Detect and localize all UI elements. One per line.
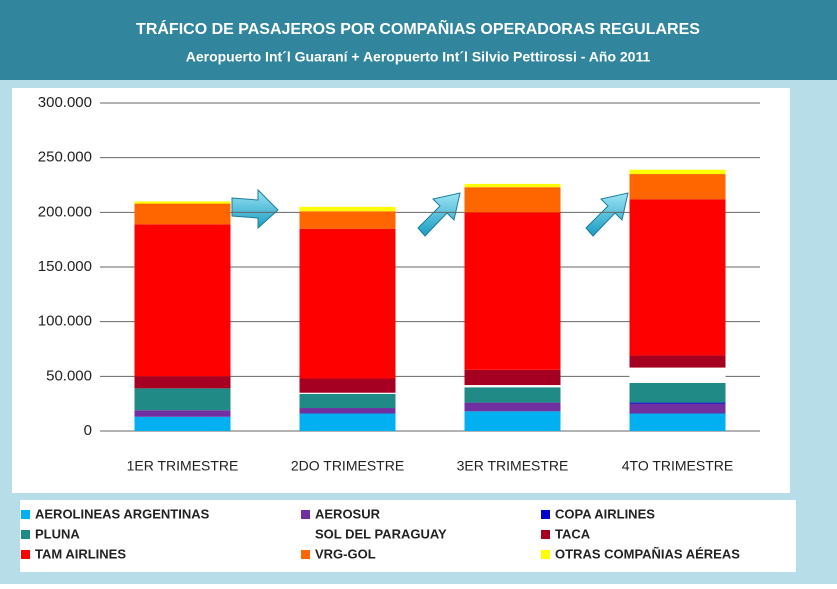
legend-swatch: [21, 510, 30, 519]
x-tick-label: 1ER TRIMESTRE: [127, 458, 239, 474]
bar-segment: [464, 402, 561, 412]
bar-segment: [134, 376, 231, 389]
legend-swatch: [21, 530, 30, 539]
bar-segment: [134, 410, 231, 417]
bar-segment: [464, 183, 561, 188]
legend-label: VRG-GOL: [315, 546, 376, 561]
y-tick-label: 50.000: [46, 367, 92, 384]
bar-segment: [134, 388, 231, 411]
bar-segment: [299, 211, 396, 229]
bar-segment: [464, 369, 561, 386]
x-tick-label: 3ER TRIMESTRE: [457, 458, 569, 474]
legend-swatch: [301, 510, 310, 519]
chart-title: TRÁFICO DE PASAJEROS POR COMPAÑIAS OPERA…: [136, 18, 700, 38]
legend-label: SOL DEL PARAGUAY: [315, 526, 447, 541]
arrow: [231, 188, 279, 230]
bar-segment: [134, 224, 231, 377]
legend-box: [20, 500, 796, 572]
y-tick-label: 200.000: [38, 203, 92, 220]
arrow: [585, 192, 629, 237]
bar-segment: [464, 187, 561, 213]
bar-segment: [299, 408, 396, 414]
legend-label: COPA AIRLINES: [555, 506, 655, 521]
bar-segment: [629, 402, 726, 404]
title-banner: [0, 0, 837, 80]
y-tick-label: 100.000: [38, 313, 92, 330]
bar-segment: [134, 203, 231, 225]
legend-swatch: [301, 530, 310, 539]
bar-segment: [299, 393, 396, 409]
bar-segment: [134, 416, 231, 431]
bar-segment: [629, 174, 726, 200]
bar-segment: [629, 169, 726, 175]
arrow: [417, 192, 461, 237]
legend-swatch: [541, 530, 550, 539]
legend-label: TACA: [555, 526, 591, 541]
y-tick-label: 250.000: [38, 149, 92, 166]
legend-swatch: [541, 550, 550, 559]
legend-label: AEROSUR: [315, 506, 381, 521]
x-tick-label: 4TO TRIMESTRE: [622, 458, 734, 474]
legend-swatch: [541, 510, 550, 519]
bar-segment: [464, 385, 561, 388]
legend-swatch: [301, 550, 310, 559]
bar-segment: [629, 367, 726, 383]
bar-segment: [629, 355, 726, 368]
bar-segment: [629, 413, 726, 431]
bar-segment: [299, 378, 396, 393]
bar-segment: [464, 387, 561, 403]
y-tick-label: 150.000: [38, 258, 92, 275]
bar-segment: [629, 382, 726, 403]
y-tick-label: 0: [84, 422, 92, 439]
bar-segment: [299, 413, 396, 431]
bar-segment: [464, 212, 561, 370]
arrows: [231, 188, 629, 237]
x-tick-label: 2DO TRIMESTRE: [291, 458, 404, 474]
bar-segment: [299, 228, 396, 379]
legend-label: PLUNA: [35, 526, 80, 541]
legend-swatch: [21, 550, 30, 559]
bar-segment: [299, 392, 396, 394]
bar-segment: [464, 411, 561, 431]
legend-label: OTRAS COMPAÑIAS AÉREAS: [555, 546, 740, 561]
bar-segment: [629, 403, 726, 414]
bar-segment: [629, 199, 726, 356]
legend-label: TAM AIRLINES: [35, 546, 126, 561]
bar-segment: [299, 206, 396, 212]
y-tick-label: 300.000: [38, 94, 92, 111]
legend-label: AEROLINEAS ARGENTINAS: [35, 506, 210, 521]
chart-subtitle: Aeropuerto Int´l Guaraní + Aeropuerto In…: [186, 49, 651, 65]
bar-segment: [134, 201, 231, 204]
